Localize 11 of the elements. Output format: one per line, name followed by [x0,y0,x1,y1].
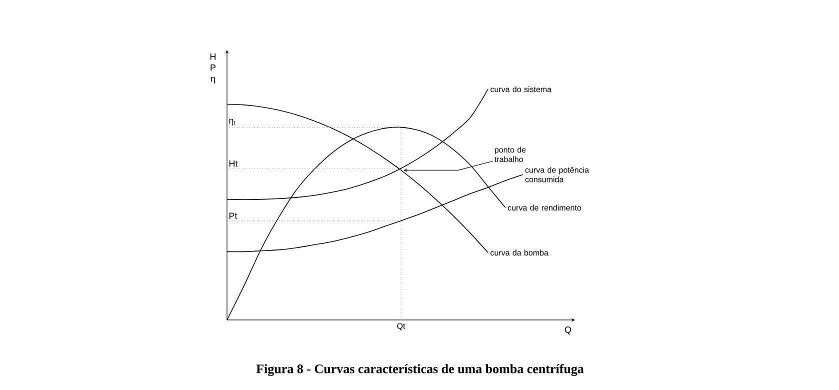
series-label: curva de rendimento [508,204,582,211]
ref-line-label: Ht [229,160,238,167]
text: Figura 8 - Curvas características de uma bomba centrífuga [256,364,584,376]
series-label: curva do sistema [490,86,552,92]
y-axis-title: H P η [210,54,216,84]
series-label: curva da bomba [490,250,548,256]
text: Qt [397,323,406,330]
ref-line-label: Pt [229,212,238,220]
x-axis-title: Q [564,326,572,334]
series-label: curva de potência consumida [525,166,590,182]
ref-line-label: η$_{t}$ [229,118,236,126]
